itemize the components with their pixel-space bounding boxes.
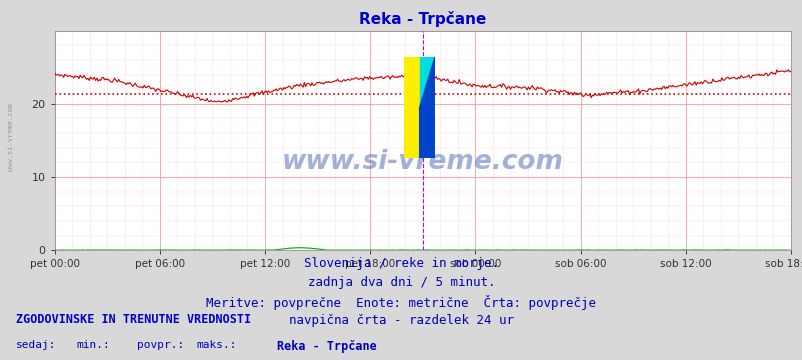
Polygon shape xyxy=(404,57,419,158)
Text: maks.:: maks.: xyxy=(196,340,237,350)
Text: Reka - Trpčane: Reka - Trpčane xyxy=(277,340,376,353)
Polygon shape xyxy=(419,57,435,108)
Text: povpr.:: povpr.: xyxy=(136,340,184,350)
Text: www.si-vreme.com: www.si-vreme.com xyxy=(8,103,14,171)
Text: min.:: min.: xyxy=(76,340,110,350)
Text: zadnja dva dni / 5 minut.: zadnja dva dni / 5 minut. xyxy=(307,276,495,289)
Text: Slovenija / reke in morje.: Slovenija / reke in morje. xyxy=(304,257,498,270)
Text: navpična črta - razdelek 24 ur: navpična črta - razdelek 24 ur xyxy=(289,314,513,327)
Polygon shape xyxy=(419,57,435,158)
Text: www.si-vreme.com: www.si-vreme.com xyxy=(282,149,563,175)
Text: Meritve: povprečne  Enote: metrične  Črta: povprečje: Meritve: povprečne Enote: metrične Črta:… xyxy=(206,295,596,310)
Title: Reka - Trpčane: Reka - Trpčane xyxy=(358,11,486,27)
Text: sedaj:: sedaj: xyxy=(16,340,56,350)
Text: ZGODOVINSKE IN TRENUTNE VREDNOSTI: ZGODOVINSKE IN TRENUTNE VREDNOSTI xyxy=(16,313,251,326)
